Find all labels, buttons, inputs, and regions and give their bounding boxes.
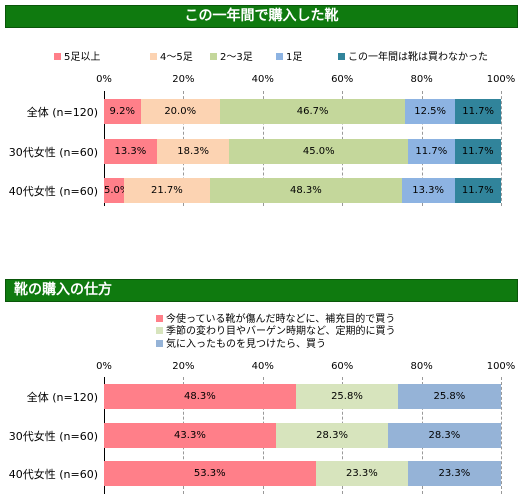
bar-segment xyxy=(408,139,455,164)
x-tick-label: 0% xyxy=(96,361,112,372)
x-tick-label: 60% xyxy=(331,361,354,372)
category-label: 30代女性 (n=60) xyxy=(8,146,98,159)
data-label: 18.3% xyxy=(177,146,209,157)
bar-segment xyxy=(104,178,124,203)
legend-swatch xyxy=(276,53,283,60)
data-label: 11.7% xyxy=(461,185,494,196)
bar-segment xyxy=(295,384,399,409)
data-label: 11.7% xyxy=(462,106,495,117)
data-label: 28.3% xyxy=(316,430,348,441)
legend-label: 1足 xyxy=(286,52,303,63)
bar-segment xyxy=(229,139,409,164)
data-label: 48.3% xyxy=(183,391,216,402)
data-label: 13.3% xyxy=(114,146,147,157)
x-tick-label: 40% xyxy=(251,74,274,85)
x-tick-label: 100% xyxy=(486,74,516,85)
category-label: 40代女性 (n=60) xyxy=(8,468,98,481)
legend-swatch xyxy=(156,315,163,322)
bar-segment xyxy=(408,461,501,486)
bar-segment xyxy=(219,99,406,124)
data-label: 21.7% xyxy=(151,185,183,196)
data-label: 5.0% xyxy=(104,185,130,196)
legend-label: この一年間は靴は買わなかった xyxy=(348,52,488,63)
category-label: 全体 (n=120) xyxy=(26,391,98,404)
bar-segment xyxy=(454,99,502,124)
data-label: 20.0% xyxy=(164,106,197,117)
bar-segment xyxy=(104,139,157,164)
bar-segment xyxy=(454,139,501,164)
data-label: 53.3% xyxy=(193,468,226,479)
bar-segment xyxy=(388,423,501,448)
bar-segment xyxy=(104,423,276,448)
data-label: 28.3% xyxy=(428,430,461,441)
bar-segment xyxy=(209,178,402,203)
chart1-title: この一年間で購入した靴 xyxy=(5,5,518,28)
data-label: 25.8% xyxy=(433,391,466,402)
bar-segment xyxy=(104,384,296,409)
legend-swatch xyxy=(338,53,345,60)
legend-item: この一年間は靴は買わなかった xyxy=(338,48,488,63)
gridline xyxy=(501,377,502,494)
legend-label: 4～5足 xyxy=(160,52,193,63)
legend-item: 今使っている靴が傷んだ時などに、補充目的で買う xyxy=(156,310,395,325)
bar-segment xyxy=(156,139,230,164)
legend-label: 5足以上 xyxy=(64,52,101,63)
x-tick-label: 20% xyxy=(172,74,195,85)
gridline xyxy=(501,91,502,206)
legend-item: 2～3足 xyxy=(210,48,253,63)
bar-segment xyxy=(398,384,501,409)
x-tick-label: 0% xyxy=(96,74,112,85)
bar-segment xyxy=(123,178,210,203)
x-tick-label: 80% xyxy=(410,361,433,372)
legend-swatch xyxy=(54,53,61,60)
bar-segment xyxy=(454,178,501,203)
bar-segment xyxy=(104,461,316,486)
data-label: 45.0% xyxy=(302,146,335,157)
legend-item: 季節の変わり目やバーゲン時期など、定期的に買う xyxy=(156,322,396,337)
bar-segment xyxy=(315,461,409,486)
legend-item: 気に入ったものを見つけたら、買う xyxy=(156,335,326,350)
data-label: 23.3% xyxy=(438,468,471,479)
legend-label: 季節の変わり目やバーゲン時期など、定期的に買う xyxy=(166,326,396,337)
legend-label: 気に入ったものを見つけたら、買う xyxy=(166,339,326,350)
data-label: 11.7% xyxy=(415,146,448,157)
bar-segment xyxy=(401,178,455,203)
bar-segment xyxy=(405,99,455,124)
x-tick-label: 60% xyxy=(331,74,354,85)
x-tick-label: 40% xyxy=(251,361,274,372)
data-label: 48.3% xyxy=(289,185,322,196)
data-label: 11.7% xyxy=(461,146,494,157)
x-tick-label: 80% xyxy=(410,74,433,85)
chart2-title: 靴の購入の仕方 xyxy=(5,279,518,302)
bar-segment xyxy=(104,99,141,124)
legend-label: 2～3足 xyxy=(220,52,253,63)
data-label: 43.3% xyxy=(174,430,206,441)
x-tick-label: 100% xyxy=(486,361,516,372)
data-label: 12.5% xyxy=(414,106,447,117)
legend-swatch xyxy=(150,53,157,60)
legend-swatch xyxy=(156,340,163,347)
legend-item: 4～5足 xyxy=(150,48,193,63)
data-label: 23.3% xyxy=(345,468,378,479)
legend-label: 今使っている靴が傷んだ時などに、補充目的で買う xyxy=(166,314,396,325)
legend-swatch xyxy=(156,327,163,334)
category-label: 全体 (n=120) xyxy=(26,106,98,119)
data-label: 9.2% xyxy=(109,106,135,117)
category-label: 40代女性 (n=60) xyxy=(8,185,98,198)
bar-segment xyxy=(275,423,389,448)
legend-swatch xyxy=(210,53,217,60)
legend-item: 1足 xyxy=(276,48,302,63)
x-tick-label: 20% xyxy=(172,361,195,372)
data-label: 46.7% xyxy=(296,106,329,117)
bar-segment xyxy=(140,99,220,124)
legend-item: 5足以上 xyxy=(54,48,100,63)
category-label: 30代女性 (n=60) xyxy=(8,430,98,443)
data-label: 13.3% xyxy=(412,185,445,196)
data-label: 25.8% xyxy=(331,391,363,402)
